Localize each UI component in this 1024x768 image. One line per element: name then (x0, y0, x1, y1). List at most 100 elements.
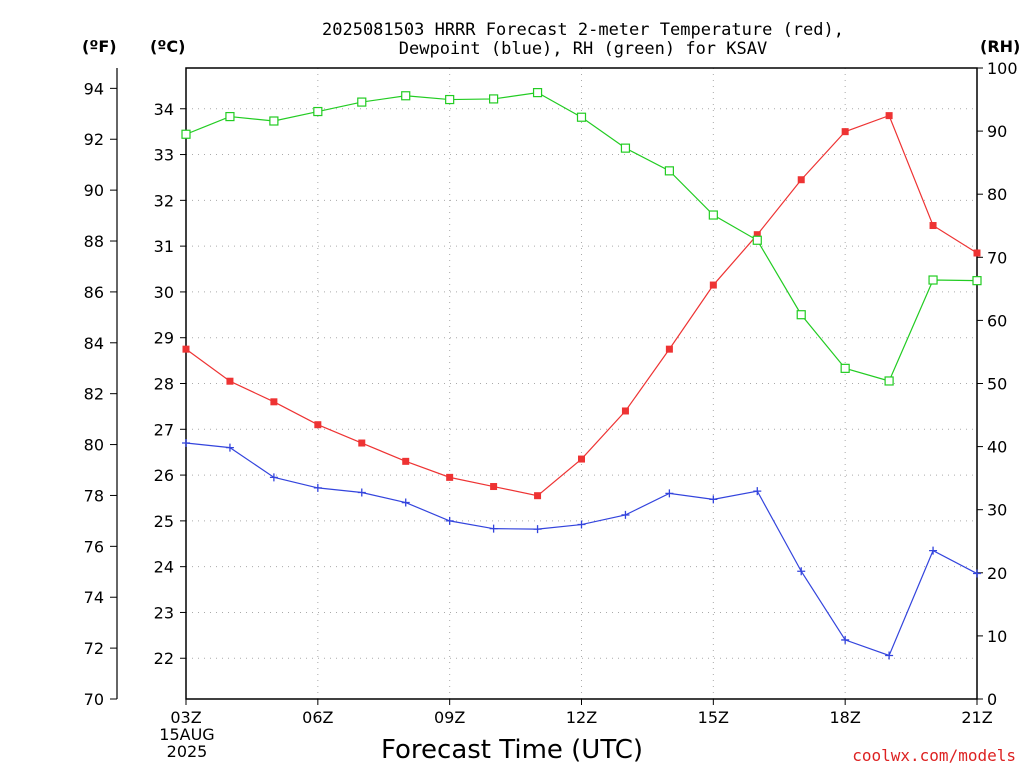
rh-point (840, 363, 850, 373)
celsius-tick-label: 24 (154, 558, 174, 577)
temperature-point (314, 421, 322, 429)
rh-point (664, 166, 674, 176)
dewpoint-point (182, 439, 190, 448)
fahrenheit-tick-label: 94 (84, 79, 104, 98)
celsius-tick-label: 28 (154, 375, 174, 394)
rh-tick-label: 40 (987, 438, 1007, 457)
rh-point (445, 94, 455, 105)
rh-point (532, 88, 543, 98)
temperature-point (753, 231, 761, 239)
time-tick-label: 18Z (830, 708, 861, 727)
rh-tick-label: 90 (987, 122, 1007, 141)
dewpoint-point (313, 483, 322, 492)
celsius-tick-label: 22 (154, 649, 174, 668)
dewpoint-point (841, 635, 850, 644)
rh-tick-label: 50 (987, 375, 1007, 394)
rh-point (357, 97, 367, 107)
dewpoint-series (182, 439, 981, 660)
rh-point (269, 116, 279, 126)
fahrenheit-tick-label: 80 (84, 436, 104, 455)
dewpoint-point (753, 487, 762, 496)
rh-point (313, 106, 323, 117)
temperature-point (665, 345, 673, 353)
time-tick-label: 12Z (566, 708, 597, 727)
series-layer (181, 88, 982, 660)
rh-tick-label: 100 (987, 59, 1018, 78)
temperature-point (226, 377, 234, 385)
rh-point (401, 91, 411, 101)
dewpoint-point (577, 520, 586, 529)
temperature-series (182, 112, 981, 500)
rh-series (181, 88, 982, 386)
temperature-point (534, 492, 542, 500)
dewpoint-point (489, 524, 498, 533)
rh-point (576, 112, 587, 122)
temperature-point (709, 281, 717, 289)
rh-axis: 0 10 20 30 40 50 60 70 80 90 100 (977, 59, 1018, 709)
rh-point (225, 111, 235, 122)
time-tick-label: 06Z (302, 708, 333, 727)
credit-label: coolwx.com/models (852, 746, 1016, 765)
fahrenheit-tick-label: 72 (84, 639, 104, 658)
rh-point (708, 210, 718, 220)
dewpoint-point (797, 567, 806, 576)
temperature-point (885, 112, 893, 120)
temperature-point (270, 398, 278, 406)
dewpoint-point (665, 489, 674, 498)
fahrenheit-tick-label: 84 (84, 334, 104, 353)
dewpoint-point (357, 488, 366, 497)
fahrenheit-tick-label: 78 (84, 486, 104, 505)
fahrenheit-unit-label: (ºF) (82, 37, 117, 56)
dewpoint-point (709, 495, 718, 504)
celsius-tick-label: 26 (154, 466, 174, 485)
rh-tick-label: 80 (987, 185, 1007, 204)
rh-tick-label: 60 (987, 311, 1007, 330)
fahrenheit-tick-label: 74 (84, 588, 104, 607)
time-tick-label: 09Z (434, 708, 465, 727)
fahrenheit-tick-label: 86 (84, 283, 104, 302)
date-label-year: 2025 (167, 742, 208, 761)
temperature-point (929, 222, 937, 230)
temperature-point (446, 473, 454, 481)
temperature-point (841, 128, 849, 136)
celsius-tick-label: 30 (154, 283, 174, 302)
rh-point (181, 129, 191, 139)
temperature-point (973, 249, 981, 257)
time-tick-label: 03Z (170, 708, 201, 727)
dewpoint-point (401, 498, 410, 507)
rh-tick-label: 10 (987, 627, 1007, 646)
rh-tick-label: 20 (987, 564, 1007, 583)
fahrenheit-axis: 70 72 74 76 78 80 82 84 86 88 90 92 94 (84, 68, 118, 709)
dewpoint-point (929, 546, 938, 555)
temperature-point (182, 345, 190, 353)
date-label-day: 15AUG (159, 725, 214, 744)
chart-title-line2: Dewpoint (blue), RH (green) for KSAV (399, 39, 767, 59)
rh-point (620, 143, 631, 153)
fahrenheit-tick-label: 92 (84, 130, 104, 149)
celsius-tick-label: 34 (154, 100, 174, 119)
celsius-tick-label: 27 (154, 420, 174, 439)
celsius-tick-label: 23 (154, 603, 174, 622)
temperature-point (490, 483, 498, 491)
dewpoint-point (445, 516, 454, 525)
celsius-unit-label: (ºC) (150, 37, 185, 56)
fahrenheit-tick-label: 70 (84, 690, 104, 709)
rh-point (928, 275, 938, 285)
rh-point (972, 276, 982, 286)
temperature-point (621, 407, 629, 415)
temperature-point (797, 176, 805, 184)
fahrenheit-tick-label: 82 (84, 385, 104, 404)
celsius-tick-label: 25 (154, 512, 174, 531)
rh-point (489, 94, 499, 104)
celsius-axis: 22 23 24 25 26 27 28 29 30 31 32 33 34 (154, 100, 186, 668)
temperature-point (358, 439, 366, 447)
celsius-tick-label: 29 (154, 329, 174, 348)
celsius-tick-label: 33 (154, 146, 174, 165)
temperature-point (402, 457, 410, 465)
time-axis: 03Z 06Z 09Z 12Z 15Z 18Z 21Z (170, 699, 993, 727)
dewpoint-point (225, 443, 234, 452)
time-tick-label: 15Z (698, 708, 729, 727)
dewpoint-point (533, 525, 542, 534)
